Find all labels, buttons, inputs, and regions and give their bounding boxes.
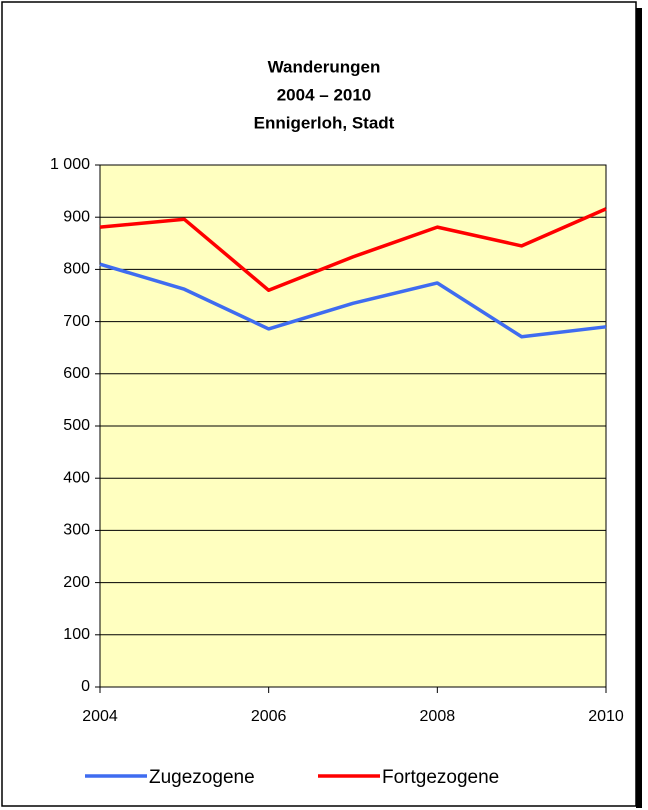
series-line	[99, 207, 607, 293]
y-tick-label: 400	[63, 469, 90, 486]
series-line	[99, 262, 607, 339]
y-tick-label: 1 000	[50, 156, 90, 173]
y-tick-label: 200	[63, 574, 90, 591]
frame-shadow	[636, 8, 642, 808]
y-tick-label: 800	[63, 261, 90, 278]
y-tick-label: 100	[63, 626, 90, 643]
chart-title: Ennigerloh, Stadt	[254, 113, 395, 132]
legend-label: Zugezogene	[149, 767, 255, 788]
chart-title: Wanderungen	[268, 57, 381, 76]
legend-label: Fortgezogene	[382, 767, 499, 788]
x-tick-label: 2006	[251, 708, 287, 725]
y-tick-label: 500	[63, 417, 90, 434]
x-tick-label: 2004	[82, 708, 118, 725]
x-tick-label: 2008	[420, 708, 456, 725]
y-tick-label: 0	[81, 678, 90, 695]
x-tick-label: 2010	[588, 708, 624, 725]
y-tick-label: 900	[63, 208, 90, 225]
chart-title: 2004 – 2010	[277, 85, 372, 104]
y-tick-label: 600	[63, 365, 90, 382]
y-tick-label: 300	[63, 522, 90, 539]
y-tick-label: 700	[63, 313, 90, 330]
